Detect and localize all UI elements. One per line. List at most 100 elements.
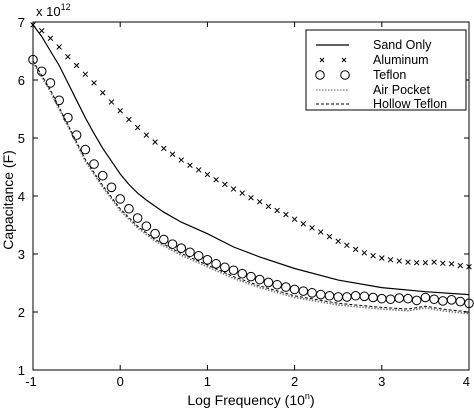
series-teflon-point-26 xyxy=(254,274,265,285)
y-tick-label-3: 4 xyxy=(18,189,25,204)
series-aluminum-point-2 xyxy=(47,35,54,41)
y-tick-label-2: 3 xyxy=(18,247,25,262)
series-layer xyxy=(28,22,474,315)
series-teflon-point-31 xyxy=(298,286,309,296)
series-hollow-teflon xyxy=(32,60,470,313)
series-aluminum-point-8 xyxy=(100,90,106,96)
y-tick-label-0: 1 xyxy=(18,363,25,378)
y-axis-title: Capacitance (F) xyxy=(0,150,16,250)
series-teflon-point-19 xyxy=(193,250,204,261)
legend: Sand Only Aluminum Teflon Air Pocket Hol… xyxy=(305,29,467,111)
legend-box xyxy=(305,29,467,111)
series-aluminum-point-12 xyxy=(134,124,141,131)
series-aluminum-point-27 xyxy=(265,203,272,210)
series-teflon-point-5 xyxy=(71,130,82,140)
series-aluminum-point-34 xyxy=(326,233,333,240)
series-teflon-point-13 xyxy=(141,221,152,231)
x-axis-title-main: Log Frequency (10 xyxy=(187,392,305,408)
series-sand-only xyxy=(32,24,470,296)
series-teflon-point-44 xyxy=(411,295,422,306)
series-sand-only-line xyxy=(32,24,470,296)
series-teflon-point-6 xyxy=(80,144,91,155)
y-tick-label-5: 6 xyxy=(18,73,25,88)
y-tick-label-6: 7 xyxy=(18,15,25,30)
series-aluminum-point-19 xyxy=(195,167,202,173)
series-aluminum-point-15 xyxy=(161,145,167,152)
series-teflon-point-11 xyxy=(124,203,134,214)
x-tick-label-1: 0 xyxy=(117,374,124,389)
series-teflon-point-45 xyxy=(420,292,431,303)
series-aluminum-point-24 xyxy=(239,190,246,196)
series-teflon-point-16 xyxy=(167,239,178,249)
series-aluminum-point-10 xyxy=(117,107,123,114)
series-aluminum-point-48 xyxy=(448,261,455,267)
series-aluminum-point-13 xyxy=(143,132,150,138)
series-aluminum-point-21 xyxy=(213,177,219,183)
series-teflon-point-23 xyxy=(228,265,239,276)
series-aluminum-point-40 xyxy=(379,255,385,261)
series-teflon xyxy=(28,54,474,309)
series-aluminum-point-14 xyxy=(152,139,158,145)
series-teflon-point-21 xyxy=(211,259,221,269)
series-aluminum-point-46 xyxy=(431,259,437,265)
series-aluminum-point-17 xyxy=(178,157,184,163)
series-teflon-point-18 xyxy=(185,247,195,258)
series-aluminum-point-23 xyxy=(230,186,237,192)
series-teflon-point-8 xyxy=(97,170,108,181)
series-hollow-teflon-line xyxy=(32,60,470,313)
series-aluminum-point-30 xyxy=(291,216,298,222)
series-aluminum-point-41 xyxy=(387,257,394,263)
y-scale-base: x 10 xyxy=(36,4,61,19)
legend-swatch-teflon xyxy=(315,70,350,80)
series-teflon-point-15 xyxy=(159,234,169,245)
series-teflon-point-42 xyxy=(394,293,405,303)
series-teflon-point-39 xyxy=(368,292,378,303)
series-teflon-point-9 xyxy=(106,182,117,193)
x-tick-label-4: 3 xyxy=(378,374,385,389)
series-teflon-point-47 xyxy=(438,296,448,306)
series-air-pocket-line xyxy=(32,62,470,315)
legend-label-aluminum: Aluminum xyxy=(373,53,429,67)
series-teflon-point-34 xyxy=(324,290,335,301)
series-aluminum-point-4 xyxy=(65,54,71,60)
series-aluminum-point-0 xyxy=(30,22,36,28)
series-teflon-point-33 xyxy=(315,289,326,300)
series-teflon-point-22 xyxy=(220,262,230,273)
legend-swatch-aluminum xyxy=(319,57,347,63)
series-aluminum-point-31 xyxy=(300,221,307,227)
y-tick-label-4: 5 xyxy=(18,131,25,146)
series-aluminum-point-47 xyxy=(440,260,446,267)
series-aluminum-point-20 xyxy=(204,171,211,178)
y-tick-label-1: 2 xyxy=(18,305,25,320)
y-scale-factor: x 1012 xyxy=(36,2,71,19)
series-aluminum-point-11 xyxy=(126,116,132,123)
series-aluminum-point-6 xyxy=(82,71,89,77)
series-aluminum-point-42 xyxy=(396,258,402,264)
series-teflon-point-25 xyxy=(246,271,256,282)
series-teflon-point-40 xyxy=(377,293,387,304)
series-air-pocket xyxy=(32,62,470,315)
x-tick-label-0: -1 xyxy=(25,374,37,389)
series-aluminum-point-25 xyxy=(248,194,254,201)
series-aluminum-point-5 xyxy=(73,62,80,69)
y-scale-exponent: 12 xyxy=(61,2,71,12)
series-aluminum-point-28 xyxy=(274,207,280,214)
x-tick-label-3: 2 xyxy=(291,374,298,389)
series-teflon-point-14 xyxy=(150,228,160,239)
x-axis-title: Log Frequency (10n) xyxy=(187,391,314,408)
series-teflon-point-24 xyxy=(237,268,248,279)
series-teflon-point-38 xyxy=(359,291,370,302)
series-teflon-point-37 xyxy=(350,290,361,301)
series-aluminum-point-26 xyxy=(256,199,263,205)
x-tick-label-2: 1 xyxy=(204,374,211,389)
series-aluminum-point-3 xyxy=(56,44,62,50)
series-aluminum-point-44 xyxy=(413,259,420,266)
legend-label-teflon: Teflon xyxy=(373,68,406,82)
series-teflon-point-7 xyxy=(89,159,99,169)
legend-label-air-pocket: Air Pocket xyxy=(373,83,430,97)
series-teflon-point-35 xyxy=(333,292,344,302)
series-aluminum-point-43 xyxy=(405,259,411,265)
series-aluminum-point-45 xyxy=(422,259,429,266)
series-teflon-point-46 xyxy=(429,294,439,305)
